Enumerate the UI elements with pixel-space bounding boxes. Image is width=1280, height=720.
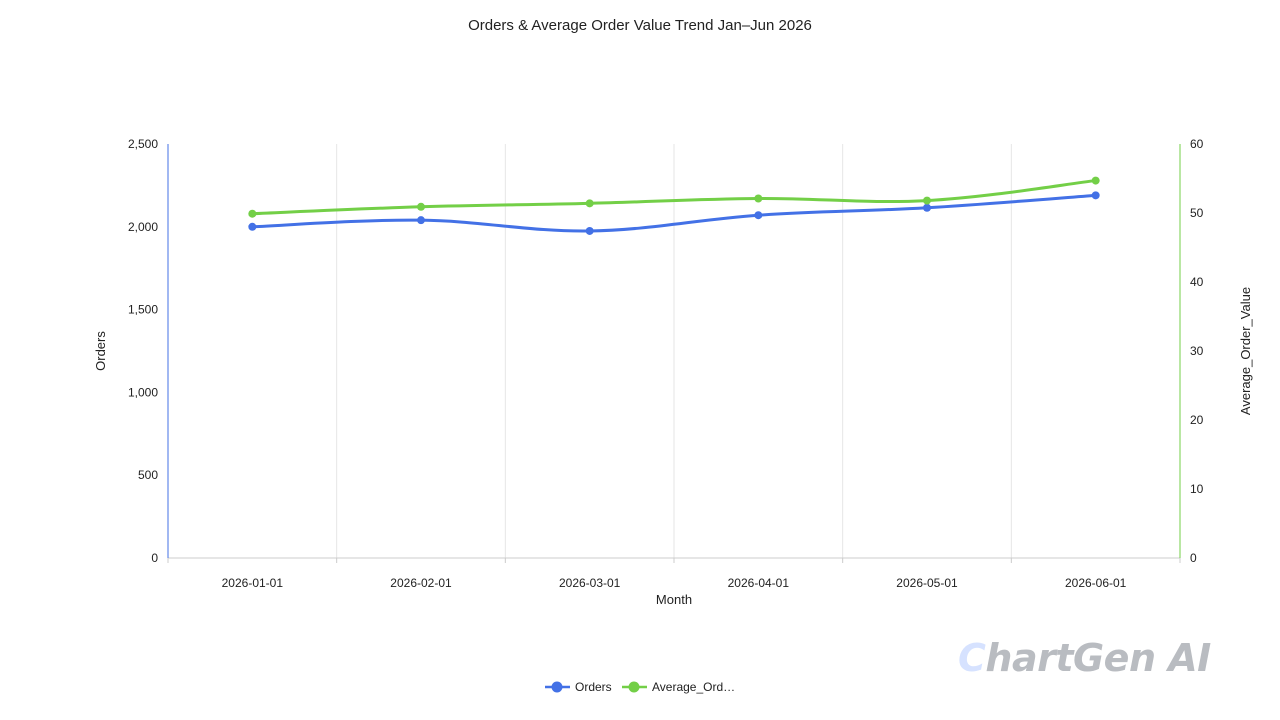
data-point-orders (923, 203, 931, 212)
chart-title: Orders & Average Order Value Trend Jan–J… (468, 17, 812, 34)
data-point-orders (417, 216, 425, 225)
y-left-tick-label: 1,500 (128, 303, 158, 317)
y-right-tick-label: 0 (1190, 551, 1197, 565)
x-tick-label: 2026-01-01 (222, 576, 284, 590)
y-axis-left-title: Orders (93, 331, 108, 371)
data-point-average-order-value (248, 209, 257, 218)
axes (167, 144, 1181, 563)
y-right-tick-label: 20 (1190, 413, 1204, 427)
watermark-logo: ChartGen AI (958, 636, 1211, 680)
legend-label-average-order-value: Average_Ord… (652, 680, 735, 694)
legend-item-orders[interactable]: Orders (545, 680, 612, 694)
x-tick-label: 2026-02-01 (390, 576, 452, 590)
data-point-orders (248, 222, 257, 231)
watermark-first-letter: C (958, 636, 986, 680)
data-point-average-order-value (754, 194, 763, 203)
series-line-average-order-value (250, 179, 1098, 216)
y-left-tick-label: 1,000 (128, 385, 158, 399)
watermark-text: hartGen AI (985, 636, 1211, 680)
y-left-tick-label: 500 (138, 468, 158, 482)
x-tick-label: 2026-03-01 (559, 576, 621, 590)
y-left-tick-label: 2,000 (128, 220, 158, 234)
series-lines (248, 176, 1100, 235)
data-point-orders (754, 211, 763, 220)
data-point-average-order-value (585, 199, 594, 208)
data-point-average-order-value (417, 202, 425, 211)
y-left-tick-label: 0 (151, 551, 158, 565)
data-point-average-order-value (1091, 176, 1100, 185)
y-left-tick-label: 2,500 (128, 137, 158, 151)
y-right-tick-label: 50 (1190, 206, 1204, 220)
y-right-tick-label: 10 (1190, 482, 1204, 496)
tick-labels: 2026-01-01 2026-02-01 2026-03-01 2026-04-01… (128, 137, 1204, 590)
legend-item-average-order-value[interactable]: Average_Ord… (622, 680, 735, 694)
y-right-tick-label: 30 (1190, 344, 1204, 358)
x-tick-label: 2026-05-01 (896, 576, 958, 590)
y-right-tick-label: 60 (1190, 137, 1204, 151)
series-line-orders (250, 193, 1098, 233)
legend-marker-aov-dot (628, 681, 640, 693)
y-right-tick-label: 40 (1190, 275, 1204, 289)
data-point-orders (1091, 191, 1100, 200)
data-point-orders (585, 226, 594, 235)
legend-marker-orders-dot (551, 681, 563, 693)
y-axis-right-title: Average_Order_Value (1238, 287, 1253, 415)
x-tick-label: 2026-06-01 (1065, 576, 1127, 590)
x-tick-label: 2026-04-01 (728, 576, 790, 590)
grid-lines (336, 144, 1012, 558)
data-point-average-order-value (923, 196, 931, 205)
legend: Orders Average_Ord… (545, 680, 735, 694)
legend-label-orders: Orders (575, 680, 612, 694)
x-axis-title: Month (656, 592, 692, 607)
